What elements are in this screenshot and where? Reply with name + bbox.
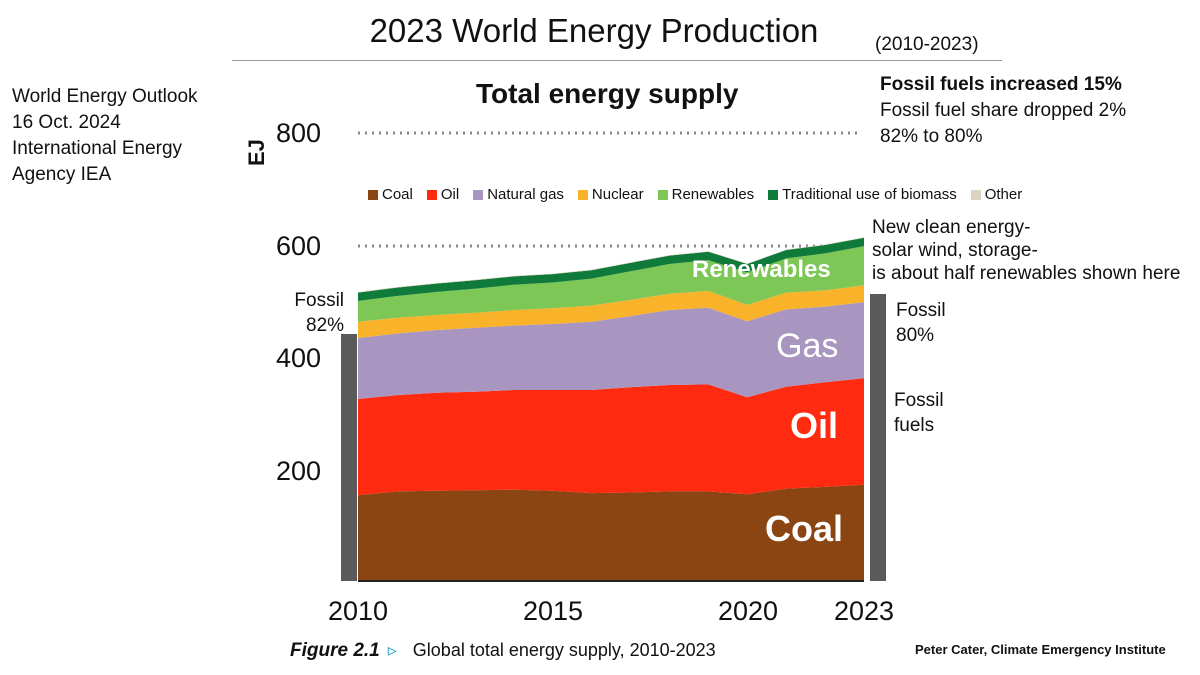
legend-label: Other [984,186,1023,203]
legend-item: Oil [426,186,460,203]
x-tick-label: 2010 [327,596,389,626]
fossil-note-headline: Fossil fuels increased 15% [880,74,1122,95]
annotation-line: Fossil [896,300,946,321]
band-label-gas: Gas [776,327,839,365]
legend-label: Oil [440,186,460,203]
caption-text: Global total energy supply, 2010-2023 [412,640,716,660]
fossil-2010-label: Fossil 82% [292,288,344,338]
fossil-note-line: Fossil fuel share dropped 2% [880,100,1127,121]
figure-caption: Figure 2.1 ▹ Global total energy supply, 2… [290,640,716,662]
legend-item: Renewables [657,186,755,203]
legend-swatch [368,189,378,200]
area-oil [358,378,864,496]
legend-label: Traditional use of biomass [782,186,957,203]
area-natural-gas [358,302,864,399]
area-other [358,237,864,293]
legend-label: Nuclear [591,186,644,203]
x-tick-label: 2020 [717,596,779,626]
fossil-note-line: 82% to 80% [880,126,983,147]
annotation-line: New clean energy- [872,217,1031,238]
area-renewables [358,246,864,322]
source-line: International Energy [12,138,183,159]
source-line: Agency IEA [12,164,112,185]
fossil-share-bar-2023 [870,294,886,581]
chart-title: Total energy supply [476,78,739,109]
x-tick-label: 2015 [522,596,584,626]
year-range: (2010-2023) [875,34,979,55]
y-tick-label: 600 [276,231,322,261]
area-traditional-use-of-biomass [358,237,864,301]
caption-arrow-icon: ▹ [387,640,397,660]
annotation-line: 80% [896,325,935,346]
source-line: World Energy Outlook [12,86,198,107]
legend-label: Renewables [671,186,755,203]
legend-swatch [426,189,437,200]
band-label-oil: Oil [790,405,839,446]
legend-label: Natural gas [487,186,564,203]
y-tick-label: 200 [276,456,322,486]
title-divider [232,60,1002,61]
fossil-share-bar-2010 [341,334,357,581]
fossil-fuels-label: Fossil fuels [894,388,944,438]
legend-item: Natural gas [473,186,564,203]
area-nuclear [358,285,864,338]
legend-swatch [970,189,981,200]
annotation-line: Fossil [894,390,944,411]
annotation-line: 82% [306,315,345,336]
legend-label: Coal [382,186,413,203]
band-label-coal: Coal [765,508,844,549]
legend-swatch [577,189,588,200]
legend-swatch [473,189,484,200]
figure-number: Figure 2.1 [290,640,380,661]
new-clean-energy-note: New clean energy- solar wind, storage- i… [872,216,1180,285]
annotation-line: solar wind, storage- [872,240,1038,261]
source-text: World Energy Outlook 16 Oct. 2024 Intern… [12,84,198,188]
annotation-line: Fossil [294,290,345,311]
area-coal [358,484,864,581]
chart-legend: Coal Oil Natural gas Nuclear Renewables … [368,186,1022,203]
legend-swatch [768,189,779,200]
fossil-note: Fossil fuels increased 15% Fossil fuel s… [880,72,1126,150]
author-credit: Peter Cater, Climate Emergency Institute [915,642,1166,657]
legend-swatch [657,189,668,200]
source-line: 16 Oct. 2024 [12,112,121,133]
legend-item: Coal [368,186,413,203]
x-tick-label: 2023 [833,596,895,626]
fossil-2023-label: Fossil 80% [896,298,946,348]
page-title: 2023 World Energy Production [369,12,819,49]
legend-item: Traditional use of biomass [768,186,957,203]
annotation-line: fuels [894,415,935,436]
annotation-line: is about half renewables shown here [872,263,1181,284]
legend-item: Nuclear [577,186,644,203]
y-tick-label: 800 [276,118,322,148]
y-tick-label: 400 [276,343,322,373]
legend-item: Other [970,186,1023,203]
band-label-renewables: Renewables [692,256,831,283]
